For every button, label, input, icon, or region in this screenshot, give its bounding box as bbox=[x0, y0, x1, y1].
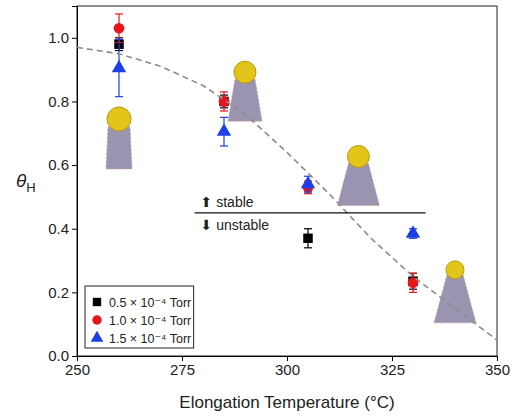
legend: 0.5 × 10⁻⁴ Torr 1.0 × 10⁻⁴ Torr 1.5 × 10⁻⁴… bbox=[85, 286, 194, 348]
legend-label: 1.0 × 10⁻⁴ Torr bbox=[109, 314, 191, 328]
catalyst-particle bbox=[107, 107, 131, 131]
y-tick-label: 0.8 bbox=[48, 93, 69, 110]
legend-box bbox=[85, 286, 194, 348]
legend-symbol bbox=[91, 331, 104, 342]
catalyst-particle bbox=[234, 61, 256, 83]
nanowire bbox=[434, 275, 476, 323]
y-tick-label: 0.2 bbox=[48, 284, 69, 301]
catalyst-particle bbox=[446, 261, 464, 279]
y-tick: 0.6 bbox=[48, 156, 77, 173]
y-tick-label: 0.4 bbox=[48, 220, 69, 237]
legend-symbol bbox=[92, 315, 101, 324]
annotation: ⬇ unstable bbox=[201, 217, 270, 233]
y-axis-title: θH bbox=[16, 170, 36, 195]
plot: 2502753003253500.00.20.40.60.81.0⬆ stabl… bbox=[48, 6, 510, 378]
data-point bbox=[112, 60, 126, 72]
y-tick-mark bbox=[72, 101, 77, 102]
y-axis: 0.0 0.2 0.4 0.6 0.8 1.0 bbox=[48, 7, 77, 365]
x-tick-label: 275 bbox=[170, 361, 195, 378]
annotation: ⬆ stable bbox=[201, 194, 254, 210]
fit-curve bbox=[77, 47, 497, 340]
legend-label: 1.5 × 10⁻⁴ Torr bbox=[109, 332, 191, 346]
threshold-line bbox=[195, 212, 426, 213]
y-tick-label: 1.0 bbox=[48, 29, 69, 46]
nanowire bbox=[337, 164, 379, 206]
legend-entry: 0.5 × 10⁻⁴ Torr bbox=[93, 296, 191, 310]
y-tick: 0.4 bbox=[48, 220, 77, 237]
x-tick: 325 bbox=[380, 356, 405, 378]
y-tick-label: 0.0 bbox=[48, 347, 69, 364]
x-tick: 350 bbox=[485, 356, 510, 378]
data-point bbox=[406, 225, 420, 237]
chart: 2502753003253500.00.20.40.60.81.0⬆ stabl… bbox=[0, 0, 526, 416]
y-tick-mark bbox=[72, 292, 77, 293]
x-tick-label: 350 bbox=[485, 361, 510, 378]
data-point bbox=[217, 123, 231, 135]
y-tick-mark bbox=[72, 356, 77, 357]
x-axis: 250275300325350 bbox=[65, 356, 510, 378]
y-tick: 0.0 bbox=[48, 347, 77, 364]
data-point bbox=[301, 176, 315, 188]
catalyst-particle bbox=[347, 146, 369, 168]
x-tick-label: 325 bbox=[380, 361, 405, 378]
legend-entry: 1.5 × 10⁻⁴ Torr bbox=[91, 331, 192, 346]
nanowire bbox=[106, 127, 132, 169]
y-tick-mark bbox=[72, 38, 77, 39]
error-bar bbox=[304, 229, 312, 248]
x-axis-title: Elongation Temperature (°C) bbox=[179, 393, 394, 412]
y-tick-mark bbox=[72, 229, 77, 230]
legend-entry: 1.0 × 10⁻⁴ Torr bbox=[92, 314, 191, 328]
legend-label: 0.5 × 10⁻⁴ Torr bbox=[109, 296, 191, 310]
illustrations bbox=[106, 61, 476, 323]
y-tick: 0.2 bbox=[48, 284, 77, 301]
y-tick: 1.0 bbox=[48, 29, 77, 46]
y-tick-mark bbox=[72, 165, 77, 166]
data-point bbox=[114, 23, 125, 34]
x-tick: 300 bbox=[275, 356, 300, 378]
x-tick: 275 bbox=[170, 356, 195, 378]
x-tick-label: 300 bbox=[275, 361, 300, 378]
data-point bbox=[303, 234, 312, 243]
y-axis-line bbox=[72, 7, 78, 357]
legend-symbol bbox=[93, 298, 101, 306]
y-tick-label: 0.6 bbox=[48, 156, 69, 173]
plot-frame bbox=[77, 6, 497, 356]
y-tick: 0.8 bbox=[48, 93, 77, 110]
